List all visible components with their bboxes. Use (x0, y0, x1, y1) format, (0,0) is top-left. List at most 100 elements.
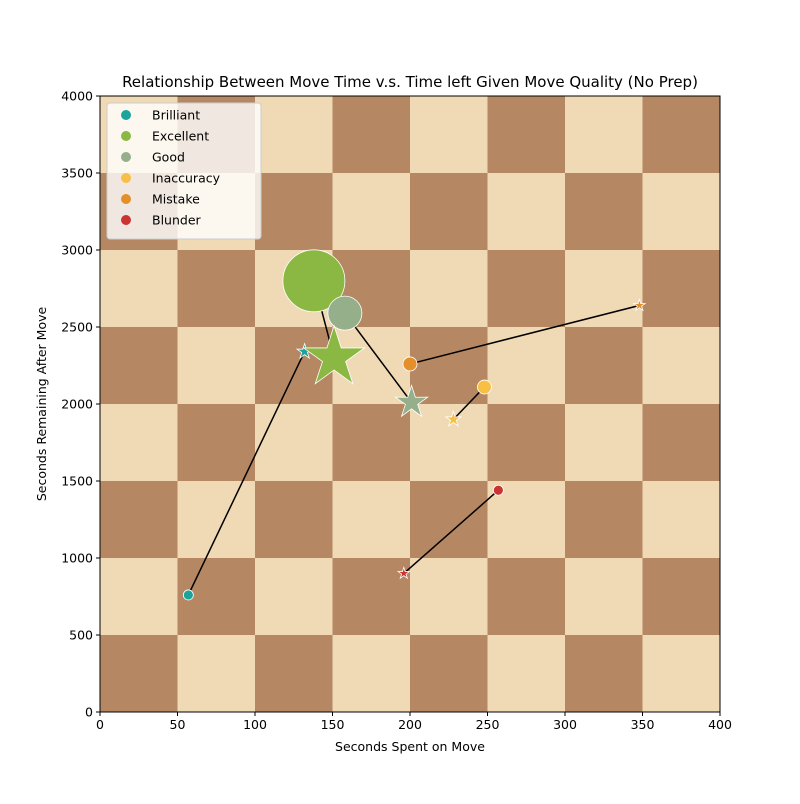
board-square (642, 173, 721, 251)
x-tick-label: 250 (476, 717, 500, 732)
board-square (332, 173, 411, 251)
legend-marker (121, 173, 131, 183)
board-square (565, 481, 643, 559)
board-square (642, 327, 721, 405)
connector-line (403, 489, 499, 574)
circle-marker (402, 356, 418, 372)
y-tick-label: 0 (85, 705, 93, 720)
star-marker (632, 298, 647, 312)
circle-marker (476, 379, 492, 395)
legend: Brilliant Excellent Good Inaccuracy Mistake B… (106, 102, 262, 240)
star-marker (394, 384, 429, 418)
board-square (255, 327, 333, 405)
y-tick-label: 500 (69, 628, 93, 643)
board-square (177, 481, 256, 559)
board-square (177, 250, 256, 328)
board-square (100, 635, 178, 713)
board-square (332, 404, 411, 482)
x-tick-label: 0 (96, 717, 104, 732)
x-tick-label: 400 (708, 717, 732, 732)
y-tick-label: 1000 (61, 551, 93, 566)
y-tick-label: 3000 (61, 243, 93, 258)
board-square (487, 250, 566, 328)
legend-label: Good (152, 150, 185, 165)
legend-label: Mistake (152, 192, 200, 207)
board-square (410, 481, 488, 559)
legend-label: Excellent (152, 129, 209, 144)
board-square (177, 327, 256, 405)
connector-line (187, 351, 306, 596)
board-square (410, 558, 488, 636)
board-square (642, 635, 721, 713)
board-square (487, 558, 566, 636)
board-square (100, 250, 178, 328)
board-square (642, 250, 721, 328)
legend-marker (121, 110, 131, 120)
circle-marker (492, 484, 504, 496)
board-square (255, 481, 333, 559)
board-square (410, 96, 488, 174)
board-square (565, 327, 643, 405)
board-square (487, 404, 566, 482)
board-square (255, 635, 333, 713)
board-square (487, 96, 566, 174)
y-axis-ticks: 0 500 1000 1500 2000 2500 3000 3500 4000 (61, 89, 100, 720)
board-square (332, 635, 411, 713)
star-marker (444, 410, 463, 427)
checkerboard-background (100, 96, 721, 713)
board-square (565, 250, 643, 328)
connector-line (344, 312, 413, 403)
x-tick-label: 200 (398, 717, 422, 732)
board-square (565, 404, 643, 482)
board-square (565, 635, 643, 713)
star-marker (302, 324, 366, 385)
circle-marker (282, 249, 346, 313)
board-square (642, 404, 721, 482)
board-square (565, 173, 643, 251)
board-square (410, 635, 488, 713)
legend-label: Blunder (152, 213, 202, 228)
board-square (332, 96, 411, 174)
board-square (255, 173, 333, 251)
board-square (100, 404, 178, 482)
x-axis-label: Seconds Spent on Move (335, 739, 485, 754)
board-square (565, 96, 643, 174)
data-markers (182, 249, 647, 601)
x-axis-ticks: 0 50 100 150 200 250 300 350 400 (96, 712, 732, 732)
legend-label: Inaccuracy (152, 171, 221, 186)
board-square (100, 481, 178, 559)
board-square (487, 327, 566, 405)
x-tick-label: 50 (170, 717, 186, 732)
y-tick-label: 3500 (61, 166, 93, 181)
x-tick-label: 100 (243, 717, 267, 732)
x-tick-label: 350 (631, 717, 655, 732)
board-square (177, 635, 256, 713)
legend-marker (121, 215, 131, 225)
board-square (255, 404, 333, 482)
board-square (100, 327, 178, 405)
legend-marker (121, 152, 131, 162)
y-tick-label: 2500 (61, 320, 93, 335)
y-tick-label: 4000 (61, 89, 93, 104)
legend-marker (121, 194, 131, 204)
star-marker (396, 566, 411, 580)
x-tick-label: 150 (321, 717, 345, 732)
circle-marker (182, 589, 194, 601)
board-square (487, 635, 566, 713)
board-square (100, 558, 178, 636)
board-square (642, 558, 721, 636)
board-square (410, 173, 488, 251)
legend-label: Brilliant (152, 108, 200, 123)
legend-box (106, 102, 262, 240)
y-tick-label: 2000 (61, 397, 93, 412)
board-square (410, 327, 488, 405)
circle-marker (327, 295, 363, 331)
y-tick-label: 1500 (61, 474, 93, 489)
board-square (177, 404, 256, 482)
board-square (255, 96, 333, 174)
x-tick-label: 300 (553, 717, 577, 732)
connector-lines (187, 280, 640, 596)
board-square (642, 481, 721, 559)
